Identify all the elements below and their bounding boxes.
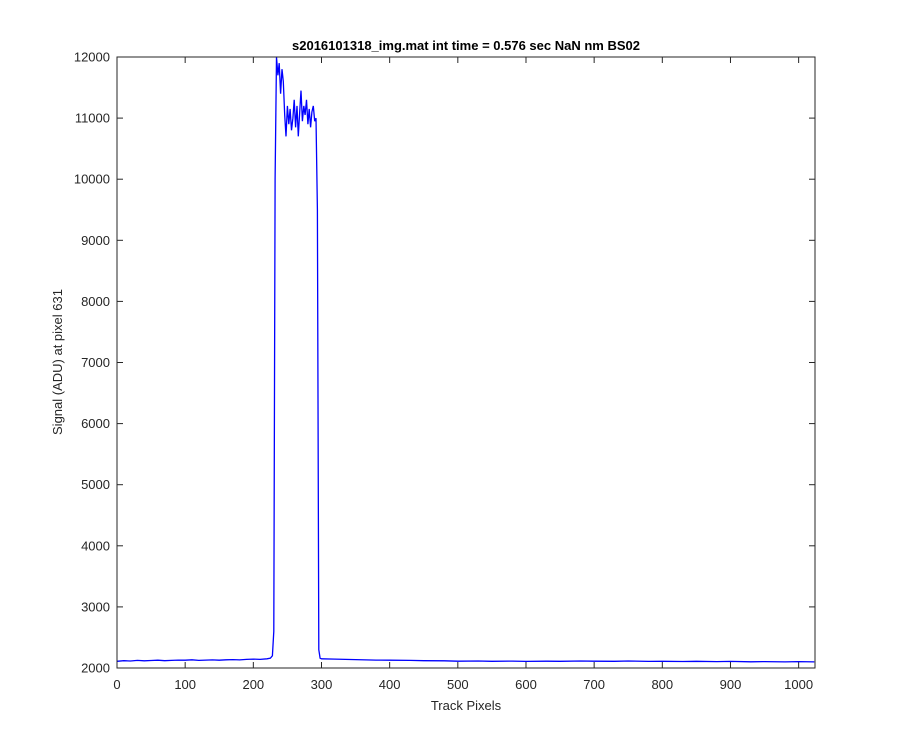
x-axis-label: Track Pixels xyxy=(431,698,502,713)
y-tick-label: 2000 xyxy=(81,661,110,676)
x-tick-label: 500 xyxy=(447,677,469,692)
x-tick-label: 800 xyxy=(651,677,673,692)
x-tick-label: 100 xyxy=(174,677,196,692)
x-tick-label: 600 xyxy=(515,677,537,692)
x-tick-label: 700 xyxy=(583,677,605,692)
x-tick-label: 300 xyxy=(311,677,333,692)
y-axis-ticks: 2000 3000 4000 5000 6000 7000 8000 9000 10000 110… xyxy=(74,50,815,676)
signal-series-line xyxy=(116,56,815,663)
y-tick-label: 6000 xyxy=(81,416,110,431)
x-tick-label: 900 xyxy=(720,677,742,692)
y-tick-label: 4000 xyxy=(81,538,110,553)
plot-area xyxy=(117,57,815,668)
x-tick-label: 400 xyxy=(379,677,401,692)
plot-frame xyxy=(116,56,816,669)
y-tick-label: 11000 xyxy=(75,111,110,126)
y-tick-label: 7000 xyxy=(81,355,110,370)
x-tick-label: 1000 xyxy=(784,677,813,692)
y-tick-label: 3000 xyxy=(81,599,110,614)
y-tick-label: 10000 xyxy=(74,172,110,187)
y-tick-label: 12000 xyxy=(74,50,110,65)
y-tick-label: 8000 xyxy=(81,294,110,309)
y-axis-label: Signal (ADU) at pixel 631 xyxy=(50,289,65,435)
y-tick-label: 5000 xyxy=(81,477,110,492)
y-tick-label: 9000 xyxy=(81,233,110,248)
x-axis-ticks: 0 100 200 300 400 500 600 700 800 900 1000 xyxy=(113,57,813,692)
x-tick-label: 0 xyxy=(113,677,120,692)
x-tick-label: 200 xyxy=(242,677,264,692)
chart-title: s2016101318_img.mat int time = 0.576 sec… xyxy=(292,38,640,53)
